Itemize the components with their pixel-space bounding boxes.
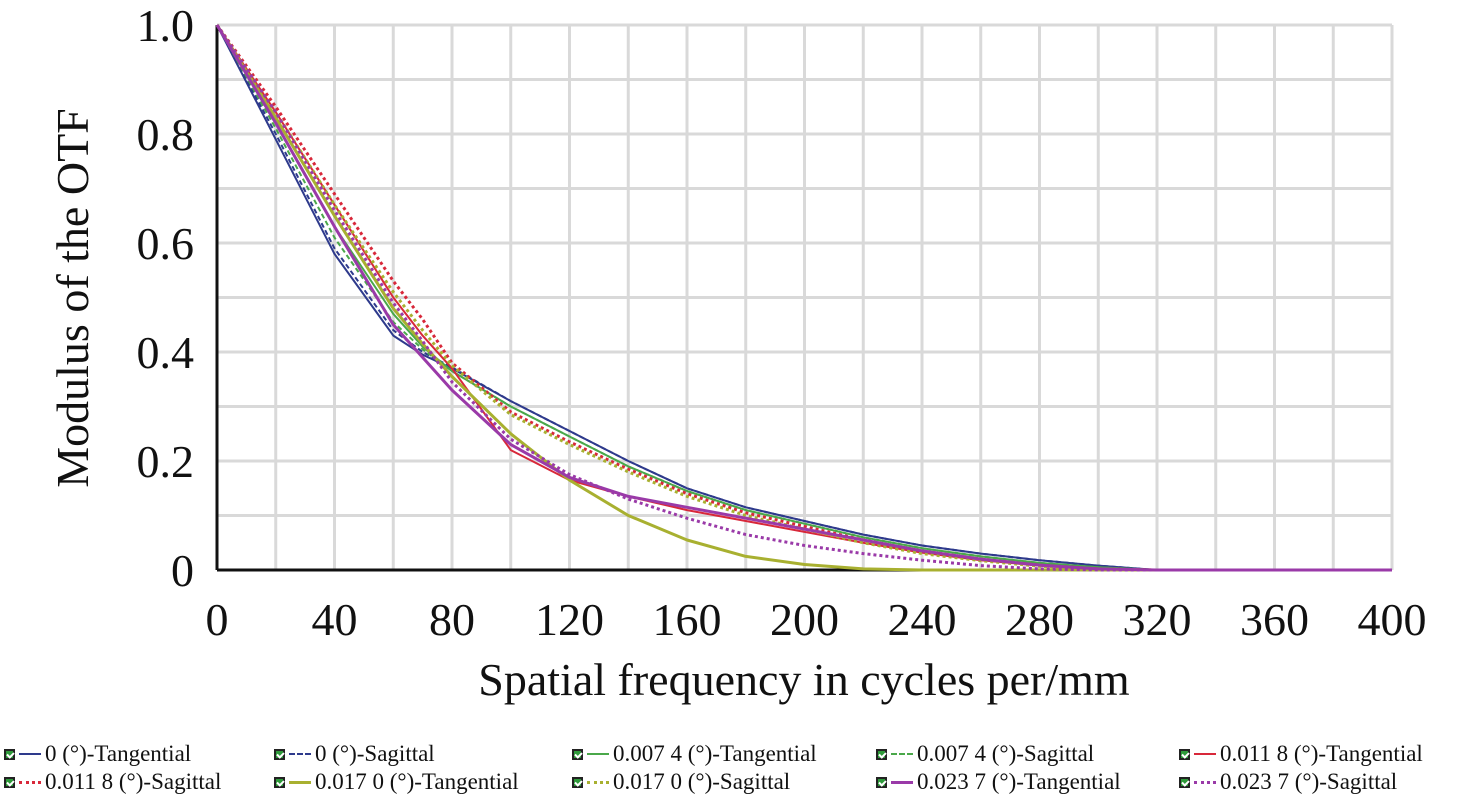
- legend-label: 0.017 0 (°)-Sagittal: [613, 769, 791, 794]
- legend-item[interactable]: 0 (°)-Tangential: [4, 741, 191, 767]
- legend-label: 0.023 7 (°)-Sagittal: [1220, 769, 1398, 794]
- legend-item[interactable]: 0.007 4 (°)-Sagittal: [876, 741, 1094, 767]
- legend-swatch: [289, 753, 311, 755]
- legend-label: 0 (°)-Sagittal: [315, 741, 435, 766]
- x-tick-label: 80: [429, 594, 475, 645]
- legend-swatch: [891, 753, 913, 755]
- legend-item[interactable]: 0.007 4 (°)-Tangential: [572, 741, 817, 767]
- x-tick-label: 320: [1123, 594, 1192, 645]
- data-lines: [215, 24, 1392, 572]
- legend-checkbox[interactable]: [876, 748, 887, 760]
- legend-item[interactable]: 0.023 7 (°)-Tangential: [876, 769, 1121, 795]
- legend-label: 0.007 4 (°)-Sagittal: [917, 741, 1095, 766]
- x-tick-label: 400: [1358, 594, 1427, 645]
- legend-checkbox[interactable]: [572, 776, 583, 788]
- x-tick-label: 240: [888, 594, 957, 645]
- x-tick-label: 40: [312, 594, 358, 645]
- x-tick-label: 200: [770, 594, 839, 645]
- legend-checkbox[interactable]: [4, 776, 15, 788]
- legend-swatch: [587, 753, 609, 755]
- series-line-4: [216, 24, 1392, 571]
- legend-label: 0.017 0 (°)-Tangential: [315, 769, 519, 794]
- series-line-10: [215, 24, 1392, 572]
- legend-checkbox[interactable]: [876, 776, 887, 788]
- legend-label: 0.011 8 (°)-Tangential: [1220, 741, 1423, 766]
- legend-swatch: [19, 780, 41, 784]
- x-tick-label: 160: [653, 594, 722, 645]
- legend-checkbox[interactable]: [4, 748, 15, 760]
- legend-swatch: [1194, 780, 1216, 784]
- x-tick-labels: 0 40 80 120 160 200 240 280 320 360 400: [206, 594, 1427, 645]
- legend-swatch: [19, 753, 41, 755]
- legend-label: 0 (°)-Tangential: [45, 741, 192, 766]
- legend-swatch: [1194, 753, 1216, 755]
- mtf-chart: 0 40 80 120 160 200 240 280 320 360 400 0 0.2 0.4 0.6…: [47, 0, 1427, 705]
- legend: 0 (°)-Tangential 0 (°)-Sagittal 0.007 4 (°…: [4, 741, 1476, 799]
- y-tick-label: 0.6: [137, 218, 195, 269]
- legend-item[interactable]: 0.011 8 (°)-Sagittal: [4, 769, 221, 795]
- y-tick-labels: 0 0.2 0.4 0.6 0.8 1.0: [137, 0, 195, 596]
- legend-item[interactable]: 0.017 0 (°)-Tangential: [274, 769, 519, 795]
- y-axis-title: Modulus of the OTF: [47, 108, 98, 488]
- y-tick-label: 0: [171, 545, 194, 596]
- legend-label: 0.023 7 (°)-Tangential: [917, 769, 1121, 794]
- series-line-9: [215, 24, 1392, 572]
- legend-swatch: [891, 780, 913, 784]
- legend-checkbox[interactable]: [274, 748, 285, 760]
- series-line-2: [216, 24, 1392, 571]
- legend-label: 0.007 4 (°)-Tangential: [613, 741, 817, 766]
- legend-checkbox[interactable]: [1179, 748, 1190, 760]
- x-tick-label: 120: [535, 594, 604, 645]
- x-tick-label: 280: [1005, 594, 1074, 645]
- legend-item[interactable]: 0.023 7 (°)-Sagittal: [1179, 769, 1397, 795]
- y-tick-label: 0.4: [137, 327, 195, 378]
- legend-checkbox[interactable]: [572, 748, 583, 760]
- legend-checkbox[interactable]: [274, 776, 285, 788]
- legend-swatch: [587, 780, 609, 784]
- legend-item[interactable]: 0 (°)-Sagittal: [274, 741, 435, 767]
- x-tick-label: 360: [1240, 594, 1309, 645]
- y-tick-label: 0.8: [137, 109, 195, 160]
- legend-checkbox[interactable]: [1179, 776, 1190, 788]
- y-tick-label: 0.2: [137, 436, 195, 487]
- y-tick-label: 1.0: [137, 0, 195, 51]
- legend-item[interactable]: 0.011 8 (°)-Tangential: [1179, 741, 1423, 767]
- legend-item[interactable]: 0.017 0 (°)-Sagittal: [572, 769, 790, 795]
- legend-label: 0.011 8 (°)-Sagittal: [45, 769, 222, 794]
- legend-swatch: [289, 780, 311, 784]
- x-axis-title: Spatial frequency in cycles per/mm: [478, 654, 1130, 705]
- x-tick-label: 0: [206, 594, 229, 645]
